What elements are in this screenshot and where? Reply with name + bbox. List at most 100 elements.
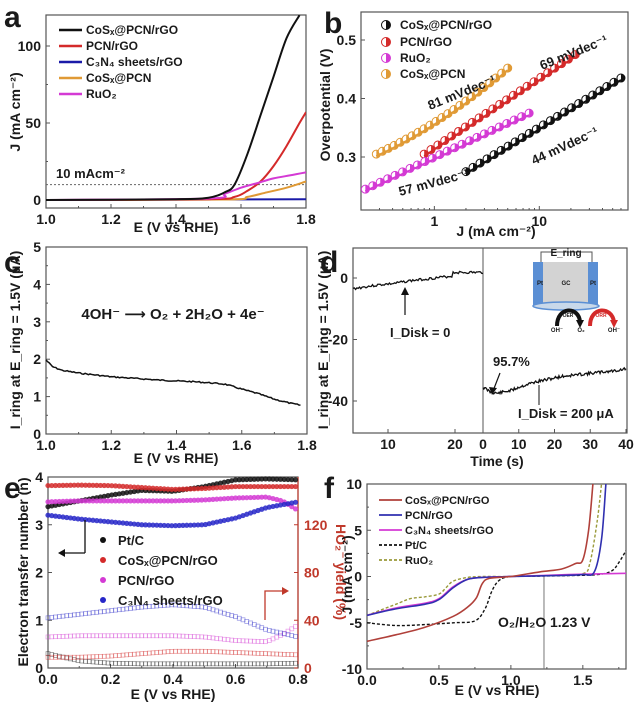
inset-ering-label: E_ring: [550, 248, 581, 259]
yield-marker: [146, 650, 152, 656]
inset-oer-label: OER: [563, 313, 574, 319]
legend-label: Pt/C: [118, 533, 145, 548]
yield-marker: [165, 633, 171, 639]
n-marker: [146, 485, 152, 491]
panel-f-y-tick: 0: [354, 569, 362, 585]
panel-e-y-right-tick: 0: [304, 660, 312, 676]
n-marker: [210, 496, 216, 502]
yield-marker: [188, 648, 193, 654]
data-point: [550, 63, 560, 73]
panel-letter-e: e: [4, 472, 21, 505]
panel-f-y-tick: -10: [342, 661, 362, 677]
n-marker: [90, 482, 96, 488]
n-marker: [176, 486, 182, 492]
panel-d-frame: [352, 247, 628, 434]
yield-marker: [251, 638, 257, 644]
n-marker: [94, 518, 100, 524]
fit-line-3: [375, 69, 509, 157]
n-marker: [217, 484, 224, 491]
n-marker: [150, 485, 156, 491]
yield-marker: [229, 661, 235, 667]
yield-marker: [263, 661, 268, 667]
yield-marker: [266, 628, 272, 633]
legend-marker: [100, 597, 106, 603]
n-marker: [247, 476, 254, 483]
n-marker: [199, 497, 205, 503]
n-marker: [82, 498, 89, 504]
yield-marker: [248, 650, 253, 656]
n-marker: [274, 476, 280, 482]
inset-species: OH⁻: [608, 328, 620, 334]
n-marker: [210, 485, 216, 491]
yield-marker: [165, 661, 171, 667]
data-point: [616, 73, 626, 83]
n-marker: [139, 522, 145, 528]
n-marker: [289, 477, 295, 483]
legend-label: PCN/rGO: [400, 35, 452, 49]
fit-line-0: [465, 79, 622, 175]
fit-line-1: [423, 55, 576, 157]
series-line-0: [367, 484, 594, 643]
yield-marker: [233, 614, 238, 620]
yield-marker: [161, 649, 167, 655]
yield-marker: [270, 628, 276, 634]
n-marker: [176, 498, 182, 504]
series-3: [45, 499, 299, 639]
yield-marker: [229, 649, 235, 655]
panel-d-xlabel: Time (s): [470, 453, 523, 469]
n-marker: [131, 498, 137, 504]
n-marker: [251, 476, 257, 482]
yield-marker: [255, 623, 261, 629]
panel-a-y-tick: 50: [25, 115, 41, 131]
n-marker: [112, 483, 119, 489]
n-marker: [56, 482, 62, 489]
n-marker: [67, 498, 74, 504]
legend-label: CoSₓ@PCN/rGO: [400, 18, 492, 32]
panel-e-y-right-tick: 120: [304, 517, 328, 533]
series-line-disk-0: [352, 270, 484, 291]
legend-label: PCN/rGO: [86, 39, 138, 53]
inset-species: O₂: [577, 328, 585, 334]
yield-marker: [161, 661, 167, 667]
n-marker: [244, 476, 250, 483]
yield-marker: [203, 648, 208, 654]
arrow-head: [58, 549, 65, 557]
n-marker: [199, 522, 205, 528]
n-marker: [270, 476, 276, 482]
n-marker: [176, 522, 182, 529]
n-marker: [109, 519, 115, 525]
inset-pt-label: Pt: [590, 281, 596, 287]
yield-marker: [139, 661, 145, 667]
panel-e-ylabel: Electron transfer number (n): [15, 477, 31, 666]
panel-f-y-tick: -5: [350, 615, 363, 631]
panel-d-x-tick: 30: [582, 436, 598, 452]
n-marker: [45, 482, 51, 489]
legend-label: CoSₓ@PCN/rGO: [86, 23, 178, 37]
yield-marker: [218, 636, 223, 642]
yield-marker: [146, 661, 152, 667]
legend-label: PCN/rGO: [118, 573, 174, 588]
yield-marker: [195, 648, 201, 654]
series-line: [45, 359, 301, 406]
legend-label: Pt/C: [405, 540, 427, 552]
n-marker: [90, 517, 96, 523]
legend-marker: [100, 557, 106, 563]
yield-marker: [259, 625, 265, 631]
yield-marker: [251, 650, 257, 656]
panel-e-y-tick: 3: [35, 517, 43, 533]
n-marker: [232, 477, 239, 483]
yield-marker: [274, 634, 280, 640]
n-marker: [247, 483, 254, 490]
panel-e-y-tick: 2: [35, 565, 43, 581]
n-marker: [289, 504, 295, 510]
n-marker: [165, 522, 171, 529]
panel-c-x-tick: 1.4: [167, 437, 187, 453]
n-marker: [165, 498, 171, 504]
n-marker: [49, 482, 55, 489]
inset-wire: [540, 251, 593, 262]
yield-marker: [263, 639, 268, 645]
yield-marker: [263, 651, 268, 656]
yield-marker: [143, 661, 148, 667]
n-marker: [120, 483, 126, 489]
legend-label: C₃N₄ sheets/rGO: [86, 55, 183, 69]
